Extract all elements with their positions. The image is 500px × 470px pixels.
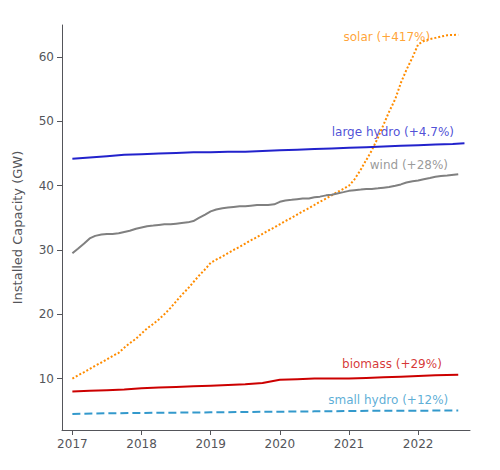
svg-text:Installed Capacity (GW): Installed Capacity (GW) [10, 151, 25, 305]
svg-text:2018: 2018 [126, 437, 157, 451]
svg-text:30: 30 [39, 243, 54, 257]
svg-text:60: 60 [39, 50, 54, 64]
svg-text:40: 40 [39, 179, 54, 193]
svg-text:10: 10 [39, 372, 54, 386]
svg-text:wind (+28%): wind (+28%) [370, 158, 448, 172]
svg-text:20: 20 [39, 307, 54, 321]
svg-text:2017: 2017 [57, 437, 88, 451]
svg-text:biomass (+29%): biomass (+29%) [342, 357, 442, 371]
svg-text:2019: 2019 [195, 437, 226, 451]
svg-text:50: 50 [39, 114, 54, 128]
svg-text:2020: 2020 [265, 437, 296, 451]
svg-text:solar (+417%): solar (+417%) [343, 30, 430, 44]
svg-text:large hydro (+4.7%): large hydro (+4.7%) [332, 125, 454, 139]
svg-text:2021: 2021 [334, 437, 365, 451]
svg-text:2022: 2022 [403, 437, 434, 451]
svg-text:small hydro (+12%): small hydro (+12%) [328, 393, 448, 407]
